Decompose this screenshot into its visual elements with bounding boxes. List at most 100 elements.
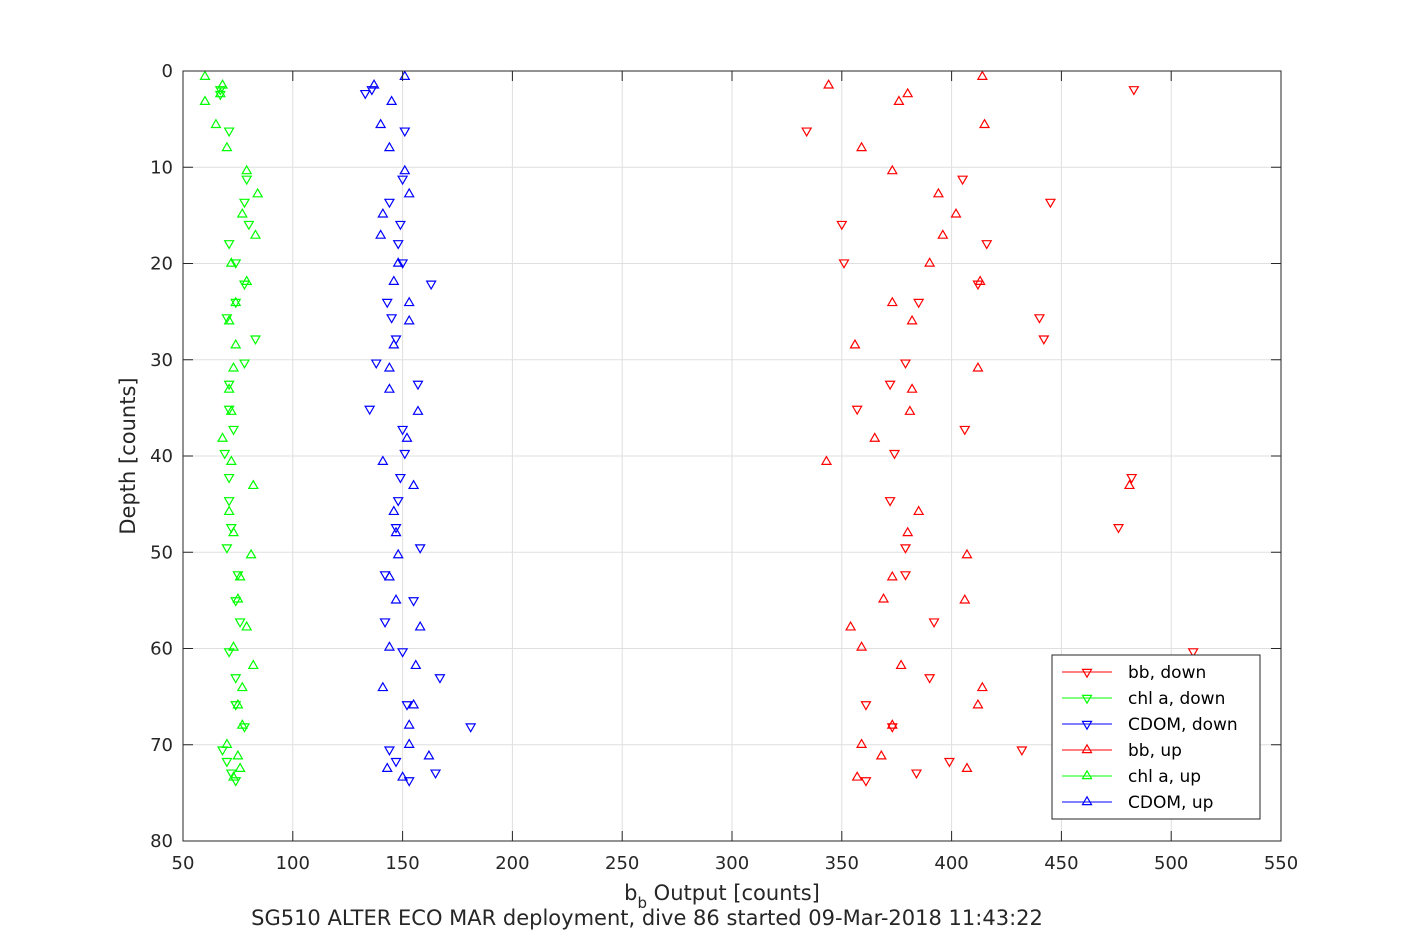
data-point (408, 597, 420, 607)
data-point (976, 681, 988, 692)
data-point (214, 86, 226, 96)
data-point (412, 405, 424, 415)
x-tick-label: 200 (495, 853, 529, 874)
data-markers (199, 70, 1199, 787)
data-point (397, 175, 409, 186)
data-point (221, 314, 233, 324)
data-point (1038, 335, 1050, 345)
data-point (390, 757, 402, 768)
data-point (216, 79, 229, 89)
data-point (241, 164, 253, 175)
data-point (375, 118, 387, 129)
legend-marker (1081, 668, 1093, 679)
data-point (392, 548, 404, 559)
data-point (1112, 524, 1125, 534)
y-axis-label: Depth [counts] (116, 377, 140, 534)
data-point (232, 749, 244, 760)
data-point (972, 698, 984, 709)
data-point (974, 275, 986, 285)
data-point (869, 432, 881, 442)
data-point (383, 383, 395, 393)
data-point (392, 240, 404, 250)
data-point (232, 593, 244, 603)
data-point (223, 405, 235, 416)
data-point (928, 618, 940, 628)
y-tick-label: 70 (150, 735, 173, 756)
data-point (414, 620, 426, 631)
data-point (877, 593, 890, 603)
data-point (845, 620, 857, 631)
data-point (236, 719, 248, 729)
data-point (913, 505, 925, 516)
data-point (225, 455, 237, 465)
data-point (223, 497, 235, 507)
data-point (801, 127, 813, 138)
data-point (403, 719, 415, 729)
data-point (856, 738, 868, 748)
legend: bb, down chl a, down CDOM, down bb, up chl a… (1051, 654, 1261, 820)
data-point (223, 240, 235, 250)
data-point (221, 544, 233, 554)
data-point (465, 723, 477, 733)
data-point (223, 505, 235, 516)
y-tick-label: 50 (150, 542, 173, 563)
data-point (932, 187, 944, 198)
data-point (386, 314, 398, 324)
data-point (394, 473, 406, 484)
data-point (236, 208, 248, 218)
data-point (860, 777, 872, 787)
data-point (434, 674, 446, 684)
data-point (227, 362, 240, 372)
data-point (886, 164, 898, 175)
data-point (430, 769, 442, 780)
data-point (943, 757, 955, 768)
data-point (381, 762, 393, 773)
data-point (959, 593, 971, 604)
data-point (388, 505, 400, 516)
data-point (379, 618, 391, 628)
data-point (230, 701, 242, 711)
data-point (230, 777, 242, 787)
data-point (924, 257, 936, 267)
legend-marker (1081, 743, 1093, 754)
data-point (397, 259, 409, 269)
data-point (383, 746, 395, 756)
data-point (388, 338, 400, 349)
legend-marker (1081, 795, 1093, 806)
data-point (414, 544, 426, 554)
data-point (210, 118, 222, 129)
data-point (381, 298, 393, 309)
series-2 (359, 86, 477, 787)
data-point (377, 208, 389, 218)
data-point (906, 314, 918, 325)
data-point (1033, 314, 1045, 324)
data-point (390, 593, 402, 604)
data-point (249, 229, 262, 239)
x-tick-labels: 50 100 150 200 250 300 350 400 450 500 550 (172, 853, 1299, 874)
data-point (377, 455, 389, 465)
data-point (386, 95, 398, 105)
data-point (234, 762, 246, 773)
data-point (238, 198, 251, 209)
data-point (849, 338, 861, 349)
data-point (223, 127, 235, 138)
data-point (410, 659, 422, 670)
data-point (899, 544, 912, 554)
y-tick-label: 10 (150, 157, 173, 178)
data-point (223, 380, 235, 391)
data-point (368, 79, 380, 89)
x-tick-label: 350 (825, 853, 859, 874)
y-tick-label: 40 (150, 446, 173, 467)
data-point (221, 757, 233, 768)
data-point (383, 362, 395, 372)
x-tick-label: 100 (276, 853, 310, 874)
data-point (403, 187, 415, 198)
data-point (377, 681, 389, 692)
data-point (199, 70, 211, 80)
data-point (227, 425, 240, 436)
data-point (397, 425, 409, 436)
data-point (959, 425, 971, 436)
data-point (223, 314, 235, 325)
data-point (390, 526, 402, 537)
data-point (392, 257, 404, 267)
